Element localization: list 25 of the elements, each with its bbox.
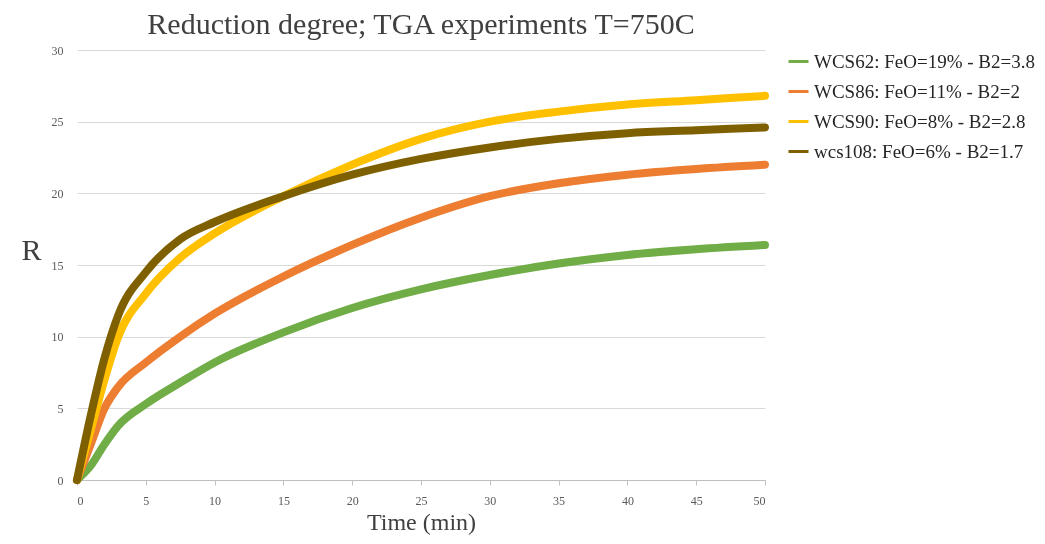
chart-title: Reduction degree; TGA experiments T=750C [147,7,695,40]
x-tick-label: 0 [77,493,84,508]
y-tick-label: 20 [51,186,64,201]
y-tick-label: 15 [51,258,64,273]
y-tick-label: 25 [51,115,64,130]
x-tick-label: 5 [143,493,150,508]
y-tick-label: 0 [57,473,64,488]
legend-label: wcs108: FeO=6% - B2=1.7 [814,140,1024,162]
legend-label: WCS62: FeO=19% - B2=3.8 [814,50,1035,72]
x-tick-label: 15 [277,493,290,508]
legend-label: WCS90: FeO=8% - B2=2.8 [814,110,1026,132]
y-tick-label: 10 [51,330,64,345]
x-tick-label: 25 [415,493,428,508]
x-tick-label: 10 [209,493,222,508]
x-tick-label: 45 [690,493,703,508]
x-tick-label: 40 [621,493,634,508]
x-axis-title: Time (min) [366,508,477,535]
x-tick-label: 50 [753,493,766,508]
x-tick-label: 35 [553,493,566,508]
y-tick-label: 30 [51,43,64,58]
y-tick-label: 5 [57,401,64,416]
x-tick-label: 20 [346,493,359,508]
y-axis-title: R [21,232,42,266]
legend-label: WCS86: FeO=11% - B2=2 [814,80,1020,102]
x-tick-label: 30 [484,493,497,508]
